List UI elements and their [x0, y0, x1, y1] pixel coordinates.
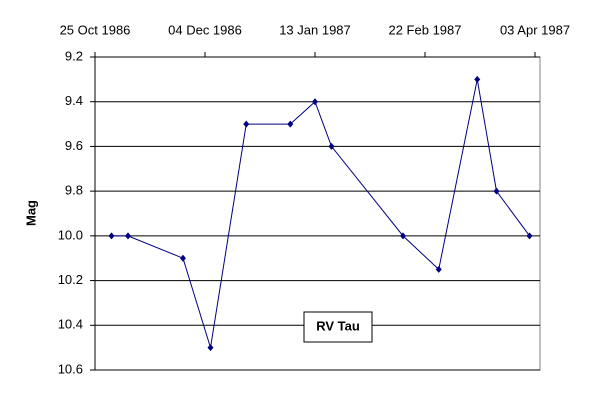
data-point — [474, 75, 481, 83]
title-box — [303, 311, 373, 343]
y-tick-label: 9.8 — [65, 183, 83, 198]
data-point — [435, 265, 442, 273]
x-tick-label: 22 Feb 1987 — [388, 22, 461, 37]
y-axis-label: Mag — [23, 200, 38, 226]
data-point — [180, 254, 186, 262]
y-tick-label: 9.6 — [65, 138, 83, 153]
chart-title: RV Tau — [316, 318, 360, 333]
data-point — [207, 344, 214, 352]
data-point — [526, 232, 533, 240]
x-tick-label: 03 Apr 1987 — [500, 22, 570, 37]
y-tick-label: 10.2 — [58, 272, 83, 287]
x-tick-label: 13 Jan 1987 — [279, 22, 351, 37]
y-tick-label: 10.4 — [58, 317, 83, 332]
y-tick-label: 10.0 — [58, 227, 83, 242]
x-tick-label: 25 Oct 1986 — [60, 22, 131, 37]
data-point — [328, 142, 335, 150]
y-tick-label: 9.2 — [65, 48, 83, 63]
data-point — [493, 187, 500, 195]
y-tick-label: 9.4 — [65, 93, 83, 108]
data-point — [108, 232, 115, 240]
data-point — [125, 232, 131, 240]
y-tick-label: 10.6 — [58, 361, 83, 376]
x-tick-label: 04 Dec 1986 — [168, 22, 242, 37]
data-point — [287, 120, 294, 128]
data-point — [243, 120, 250, 128]
data-point — [400, 232, 406, 240]
data-point — [312, 98, 318, 106]
